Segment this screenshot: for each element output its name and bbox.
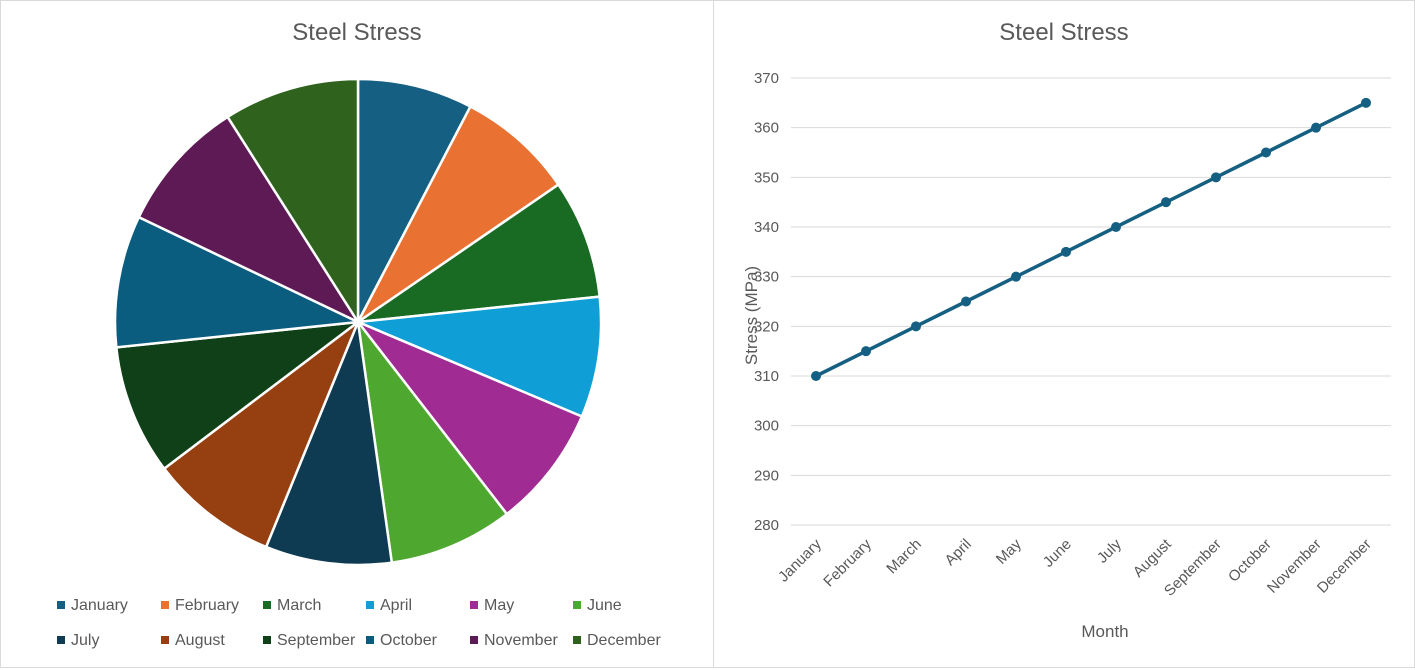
x-tick-label: March xyxy=(883,536,924,577)
pie-slice-july xyxy=(264,320,394,567)
y-axis-title: Stress (MPa) xyxy=(742,266,761,365)
data-point-june xyxy=(1061,246,1071,257)
legend-label: March xyxy=(277,597,322,614)
x-tick-label: April xyxy=(942,536,975,569)
x-tick-label: May xyxy=(993,535,1025,567)
legend-label: October xyxy=(380,632,437,649)
data-point-february xyxy=(861,346,871,357)
y-tick-label: 320 xyxy=(754,318,779,335)
legend-swatch xyxy=(161,600,169,609)
data-point-may xyxy=(1011,271,1021,282)
legend-swatch xyxy=(263,635,271,644)
data-point-august xyxy=(1161,197,1171,208)
legend-label: June xyxy=(587,597,622,614)
pie-slice-april xyxy=(356,295,603,418)
legend-item-january: January xyxy=(57,597,128,615)
legend-swatch xyxy=(161,635,169,644)
legend-item-may: May xyxy=(470,597,514,615)
legend-item-october: October xyxy=(366,632,437,650)
pie-slice-november xyxy=(137,115,360,324)
y-tick-label: 350 xyxy=(754,169,779,186)
line-chart-panel: Steel Stress 280 290 300 310 320 330 340 350 360… xyxy=(713,0,1415,668)
legend-label: January xyxy=(71,597,128,614)
legend-label: December xyxy=(587,632,661,649)
line-chart-plot: 280 290 300 310 320 330 340 350 360 370 JanuaryFeb… xyxy=(742,70,1391,641)
legend-swatch xyxy=(470,635,478,644)
legend-swatch xyxy=(57,635,65,644)
legend-swatch xyxy=(470,600,478,609)
line-chart-title: Steel Stress xyxy=(999,19,1129,46)
legend-label: July xyxy=(71,632,100,649)
legend-label: April xyxy=(380,597,413,614)
data-point-october xyxy=(1261,147,1271,158)
data-point-march xyxy=(911,321,921,332)
x-tick-label: December xyxy=(1314,536,1375,597)
legend-item-february: February xyxy=(161,597,239,615)
pie-slice-august xyxy=(162,320,360,549)
pie-chart-plot xyxy=(113,77,603,567)
series-line xyxy=(814,101,1368,378)
x-tick-label: January xyxy=(775,535,825,585)
legend-swatch xyxy=(57,600,65,609)
data-point-january xyxy=(811,371,821,381)
legend-item-july: July xyxy=(57,632,99,650)
y-tick-label: 300 xyxy=(754,418,779,435)
legend-swatch xyxy=(573,600,581,609)
pie-chart-title: Steel Stress xyxy=(292,19,422,46)
legend-label: September xyxy=(277,632,356,649)
data-point-april xyxy=(961,296,971,307)
x-tick-label: October xyxy=(1225,536,1275,586)
legend-swatch xyxy=(366,600,374,609)
y-tick-label: 280 xyxy=(754,517,779,534)
pie-slice-december xyxy=(226,77,360,324)
pie-slice-january xyxy=(356,77,472,324)
y-tick-label: 340 xyxy=(754,219,779,236)
x-tick-label: June xyxy=(1040,536,1075,571)
pie-slice-february xyxy=(356,105,560,324)
legend-swatch xyxy=(263,600,271,609)
y-tick-label: 310 xyxy=(754,368,779,385)
data-point-september xyxy=(1211,172,1221,183)
legend-label: November xyxy=(484,632,558,649)
legend-item-november: November xyxy=(470,632,558,650)
pie-slice-june xyxy=(356,320,509,564)
x-tick-label: February xyxy=(820,535,875,590)
data-point-december xyxy=(1361,97,1371,108)
y-tick-label: 360 xyxy=(754,120,779,137)
legend-item-june: June xyxy=(573,597,622,615)
legend-swatch xyxy=(573,635,581,644)
legend-label: February xyxy=(175,597,240,614)
data-point-july xyxy=(1111,222,1121,232)
y-tick-label: 290 xyxy=(754,467,779,484)
legend-item-april: April xyxy=(366,597,412,615)
legend-label: May xyxy=(484,597,515,614)
legend-label: August xyxy=(175,632,225,649)
x-tick-label: August xyxy=(1130,535,1176,581)
pie-slice-october xyxy=(113,215,360,349)
legend-item-december: December xyxy=(573,632,661,650)
legend-item-september: September xyxy=(263,632,355,650)
pie-chart-panel: Steel Stress January February March April Ma… xyxy=(0,0,714,668)
pie-slice-march xyxy=(356,183,601,324)
x-axis-title: Month xyxy=(1081,622,1128,641)
x-tick-label: July xyxy=(1094,535,1125,566)
y-tick-label: 330 xyxy=(754,269,779,286)
legend-item-march: March xyxy=(263,597,321,615)
pie-slice-may xyxy=(356,320,584,516)
y-tick-label: 370 xyxy=(754,70,779,87)
data-point-november xyxy=(1311,122,1321,133)
pie-slice-september xyxy=(115,320,360,470)
legend-swatch xyxy=(366,635,374,644)
legend-item-august: August xyxy=(161,632,225,650)
